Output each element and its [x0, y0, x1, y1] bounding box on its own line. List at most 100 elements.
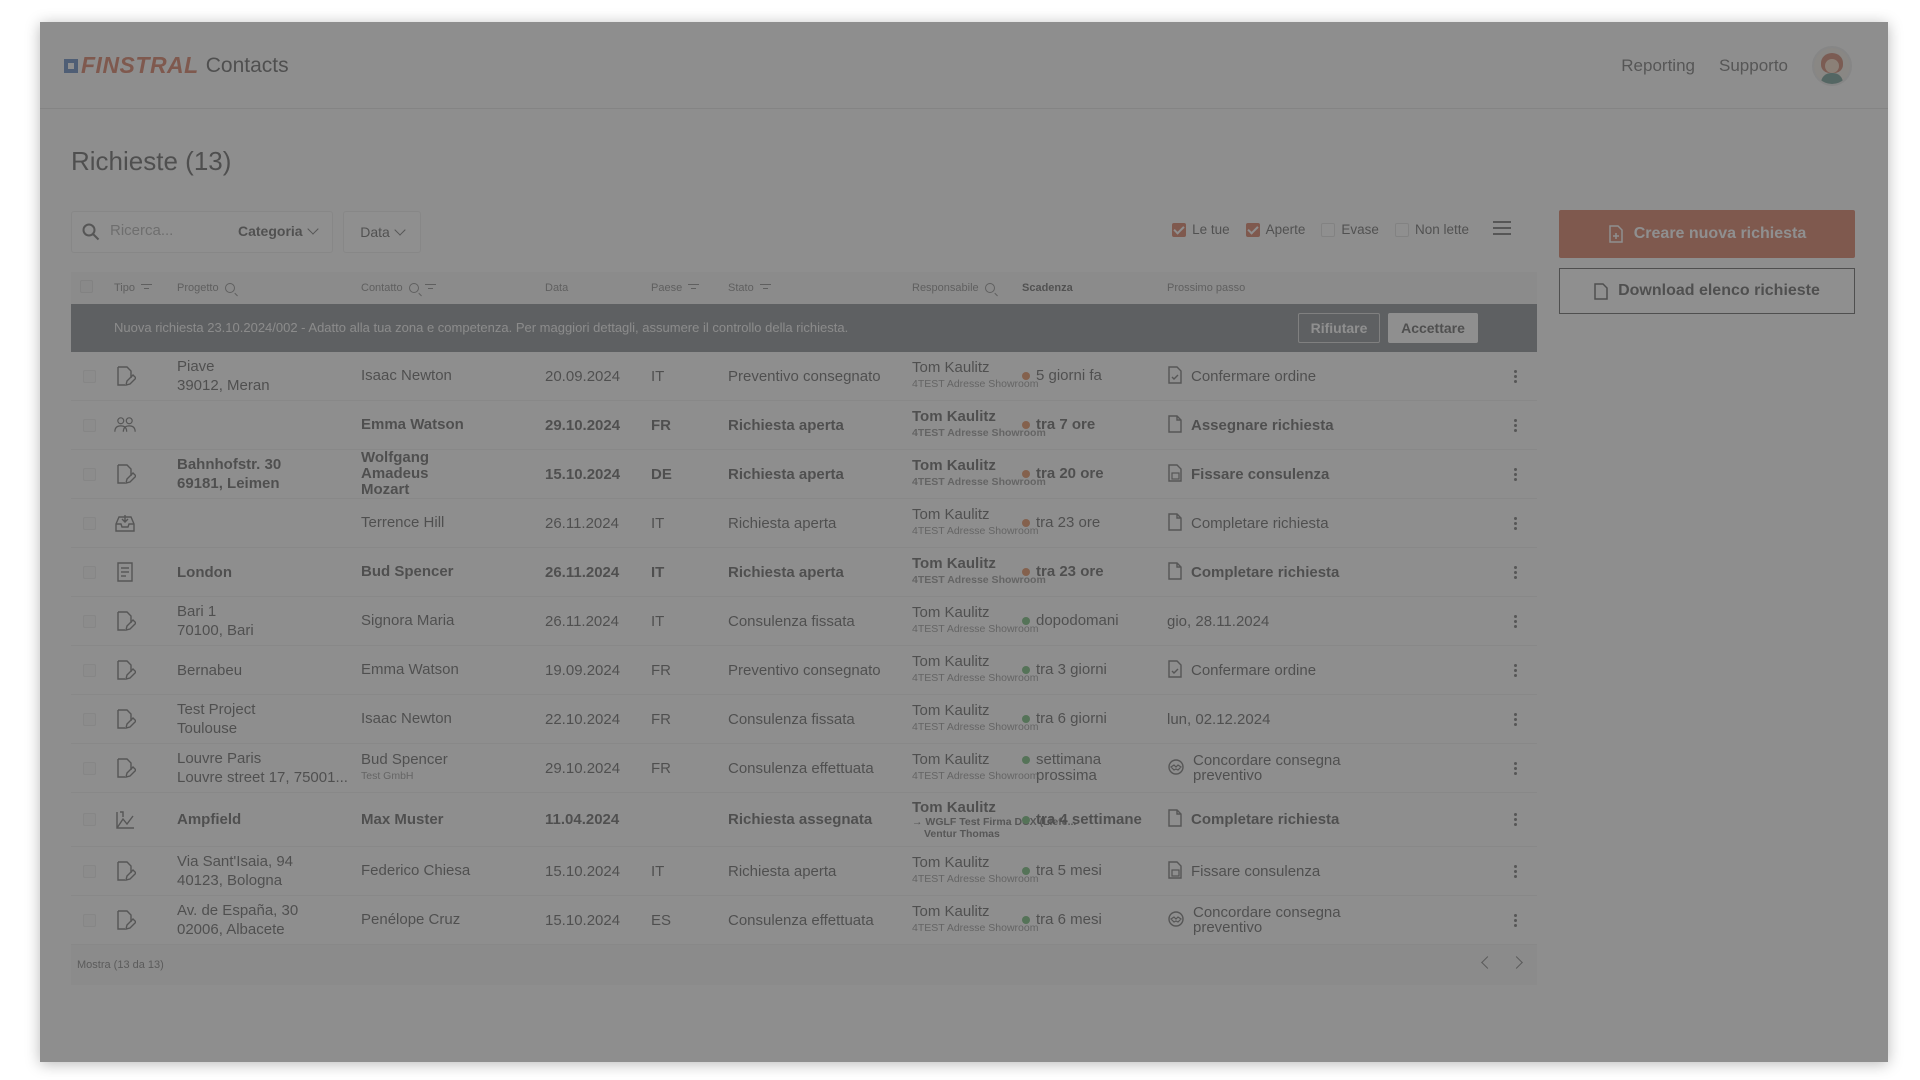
next-step-cell[interactable]: Concordare consegna preventivo	[1167, 744, 1342, 792]
date-cell: 26.11.2024	[545, 514, 619, 532]
responsible-cell: Tom Kaulitz 4TEST Adresse Showroom	[912, 896, 1038, 944]
search-icon[interactable]	[224, 283, 235, 293]
table-row[interactable]: Louvre Paris Louvre street 17, 75001... Bu…	[71, 744, 1537, 793]
filter-icon[interactable]	[424, 283, 436, 293]
search-icon[interactable]	[408, 283, 419, 293]
more-options-icon[interactable]	[1508, 499, 1522, 547]
date-dropdown[interactable]: Data	[343, 211, 421, 253]
deadline-text: 5 giorni fa	[1036, 367, 1102, 384]
search-input[interactable]	[108, 221, 222, 240]
col-prossimo-passo[interactable]: Prossimo passo	[1167, 282, 1246, 294]
next-step-cell[interactable]: Confermare ordine	[1167, 352, 1342, 400]
filter-icon[interactable]	[141, 283, 152, 293]
checkbox[interactable]	[1245, 222, 1260, 237]
table-row[interactable]: Bahnhofstr. 30 69181, Leimen Wolfgang Amad…	[71, 450, 1537, 499]
more-options-icon[interactable]	[1508, 548, 1522, 596]
row-checkbox[interactable]	[83, 352, 96, 400]
more-options-icon[interactable]	[1508, 847, 1522, 895]
col-scadenza[interactable]: Scadenza	[1022, 282, 1073, 294]
country-cell: ES	[651, 911, 672, 929]
accept-button[interactable]: Accettare	[1388, 313, 1478, 343]
more-options-icon[interactable]	[1508, 646, 1522, 694]
table-row[interactable]: Emma Watson 29.10.2024 FR Richiesta aperta T…	[71, 401, 1537, 450]
contact-name: Bud Spencer	[361, 563, 454, 580]
row-checkbox[interactable]	[83, 896, 96, 944]
category-dropdown[interactable]: Categoria	[238, 223, 319, 239]
document-icon	[1167, 561, 1183, 583]
row-checkbox[interactable]	[83, 597, 96, 645]
reject-button[interactable]: Rifiutare	[1298, 313, 1380, 343]
responsible-showroom: 4TEST Adresse Showroom	[912, 525, 1039, 537]
filter-aperte[interactable]: Aperte	[1245, 222, 1306, 237]
row-checkbox[interactable]	[83, 401, 96, 449]
checkbox[interactable]	[1321, 222, 1336, 237]
table-row[interactable]: Piave 39012, Meran Isaac Newton 20.09.2024 I…	[71, 352, 1537, 401]
col-paese[interactable]: Paese	[651, 282, 700, 294]
table-row[interactable]: Ampfield Max Muster 11.04.2024 Richiesta as…	[71, 793, 1537, 847]
next-step-cell[interactable]: gio, 28.11.2024	[1167, 597, 1342, 645]
col-data[interactable]: Data	[545, 282, 569, 294]
chevron-right-icon[interactable]	[1510, 956, 1523, 969]
download-list-button[interactable]: Download elenco richieste	[1559, 268, 1855, 314]
table-row[interactable]: Terrence Hill 26.11.2024 IT Richiesta apert…	[71, 499, 1537, 548]
more-options-icon[interactable]	[1508, 744, 1522, 792]
search-icon[interactable]	[984, 283, 995, 293]
contact-cell: Bud Spencer Test GmbH	[361, 744, 473, 792]
more-options-icon[interactable]	[1508, 896, 1522, 944]
table-row[interactable]: Bari 1 70100, Bari Signora Maria 26.11.2024…	[71, 597, 1537, 646]
more-options-icon[interactable]	[1508, 401, 1522, 449]
filter-le-tue[interactable]: Le tue	[1172, 222, 1230, 237]
avatar[interactable]	[1812, 46, 1852, 86]
next-step-cell[interactable]: Completare richiesta	[1167, 548, 1342, 596]
row-checkbox[interactable]	[83, 793, 96, 846]
row-checkbox[interactable]	[83, 499, 96, 547]
next-step-cell[interactable]: Concordare consegna preventivo	[1167, 896, 1342, 944]
table-row[interactable]: Av. de España, 30 02006, Albacete Penélope…	[71, 896, 1537, 945]
filter-evase[interactable]: Evase	[1321, 222, 1379, 237]
next-step-cell[interactable]: Assegnare richiesta	[1167, 401, 1342, 449]
more-options-icon[interactable]	[1508, 597, 1522, 645]
filter-label: Aperte	[1265, 222, 1306, 237]
select-all-checkbox[interactable]	[80, 280, 93, 293]
hamburger-menu-icon[interactable]	[1493, 221, 1511, 237]
more-options-icon[interactable]	[1508, 793, 1522, 846]
row-checkbox[interactable]	[83, 450, 96, 498]
row-checkbox[interactable]	[83, 695, 96, 743]
col-tipo[interactable]: Tipo	[114, 282, 152, 294]
more-options-icon[interactable]	[1508, 695, 1522, 743]
more-options-icon[interactable]	[1508, 450, 1522, 498]
col-stato[interactable]: Stato	[728, 282, 771, 294]
col-responsabile[interactable]: Responsabile	[912, 282, 995, 294]
row-checkbox[interactable]	[83, 646, 96, 694]
table-row[interactable]: Test Project Toulouse Isaac Newton 22.10.20…	[71, 695, 1537, 744]
table-row[interactable]: Bernabeu Emma Watson 19.09.2024 FR Preventiv…	[71, 646, 1537, 695]
next-step-text: Completare richiesta	[1191, 811, 1340, 828]
document-pen-icon	[114, 847, 136, 895]
create-request-button[interactable]: Creare nuova richiesta	[1559, 210, 1855, 258]
checkbox[interactable]	[1172, 222, 1187, 237]
col-contatto[interactable]: Contatto	[361, 282, 436, 294]
more-options-icon[interactable]	[1508, 352, 1522, 400]
checkbox[interactable]	[1394, 222, 1409, 237]
next-step-cell[interactable]: Fissare consulenza	[1167, 450, 1342, 498]
next-step-cell[interactable]: Completare richiesta	[1167, 499, 1342, 547]
nav-support[interactable]: Supporto	[1719, 56, 1788, 75]
filter-non-lette[interactable]: Non lette	[1394, 222, 1469, 237]
table-row[interactable]: London Bud Spencer 26.11.2024 IT Richiesta a…	[71, 548, 1537, 597]
row-checkbox[interactable]	[83, 744, 96, 792]
col-progetto[interactable]: Progetto	[177, 282, 235, 294]
next-step-cell[interactable]: Confermare ordine	[1167, 646, 1342, 694]
filter-icon[interactable]	[688, 283, 700, 293]
logo[interactable]: FINSTRAL Contacts	[64, 52, 289, 79]
project-cell: London	[177, 548, 232, 596]
nav-reporting[interactable]: Reporting	[1621, 56, 1695, 75]
next-step-cell[interactable]: lun, 02.12.2024	[1167, 695, 1342, 743]
row-checkbox[interactable]	[83, 847, 96, 895]
row-checkbox[interactable]	[83, 548, 96, 596]
next-step-cell[interactable]: Completare richiesta	[1167, 793, 1342, 846]
next-step-cell[interactable]: Fissare consulenza	[1167, 847, 1342, 895]
chevron-left-icon[interactable]	[1481, 956, 1494, 969]
project-address: 02006, Albacete	[177, 921, 285, 938]
table-row[interactable]: Via Sant'Isaia, 94 40123, Bologna Federico…	[71, 847, 1537, 896]
filter-icon[interactable]	[759, 283, 771, 293]
